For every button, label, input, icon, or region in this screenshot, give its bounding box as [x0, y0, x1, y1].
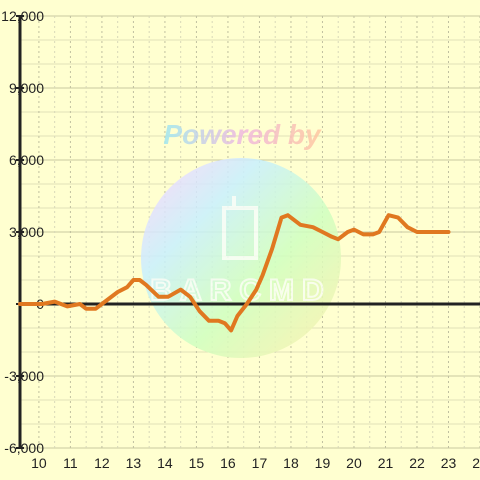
watermark: Powered by BARCMD	[141, 119, 341, 358]
x-tick-label: 23	[441, 455, 457, 471]
x-tick-label: 21	[378, 455, 394, 471]
x-tick-label: 18	[283, 455, 299, 471]
y-tick-label: 6,000	[9, 152, 44, 168]
y-tick-label: 3,000	[9, 224, 44, 240]
x-tick-label: 19	[315, 455, 331, 471]
series-line	[18, 213, 451, 333]
x-tick-label: 22	[409, 455, 425, 471]
x-tick-label: 14	[157, 455, 173, 471]
y-tick-label: 9,000	[9, 80, 44, 96]
series-layer	[18, 213, 451, 333]
y-tick-label: -6,000	[4, 440, 44, 456]
x-tick-label: 24	[472, 455, 480, 471]
x-tick-label: 11	[63, 455, 78, 471]
watermark-logo-icon	[222, 196, 258, 260]
y-tick-label: -3,000	[4, 368, 44, 384]
x-tick-label: 20	[346, 455, 362, 471]
x-tick-label: 13	[126, 455, 142, 471]
x-tick-label: 17	[252, 455, 268, 471]
x-tick-label: 10	[31, 455, 47, 471]
x-tick-label: 12	[94, 455, 110, 471]
y-tick-label: 12,000	[1, 8, 44, 24]
x-tick-label: 15	[189, 455, 205, 471]
watermark-title: Powered by	[163, 119, 322, 150]
axes	[16, 15, 480, 449]
x-tick-label: 16	[220, 455, 236, 471]
